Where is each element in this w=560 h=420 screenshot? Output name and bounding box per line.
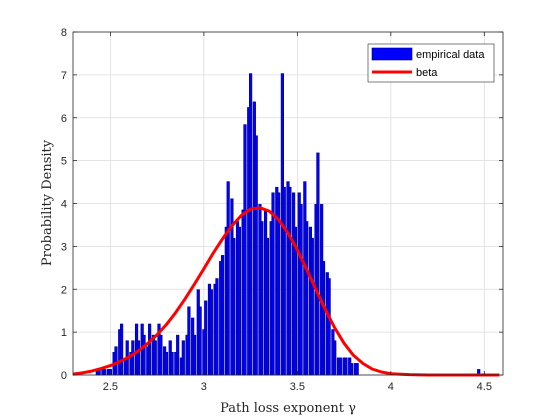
histogram-bar	[338, 357, 342, 376]
histogram-bar	[204, 300, 208, 376]
histogram-bar	[215, 278, 219, 376]
x-axis-label: Path loss exponent γ	[220, 401, 356, 416]
x-tick-label: 3	[201, 381, 207, 393]
x-tick-label: 4	[388, 381, 394, 393]
histogram-bar	[243, 124, 247, 376]
histogram-bar	[327, 278, 331, 376]
histogram-bar	[181, 340, 185, 376]
x-tick-label: 3.5	[290, 381, 305, 393]
beta-line	[72, 206, 500, 377]
beta-curve	[72, 206, 500, 377]
histogram-bar	[333, 340, 337, 376]
histogram-bar	[249, 73, 253, 376]
histogram-bar	[282, 186, 286, 376]
histogram-bar	[254, 135, 258, 376]
histogram-bar	[148, 323, 152, 376]
histogram-bar	[159, 334, 163, 376]
y-tick-label: 7	[61, 70, 67, 82]
histogram-bar	[198, 306, 202, 376]
y-axis-label: Probability Density	[40, 139, 55, 266]
histogram-bar	[170, 351, 174, 376]
y-tick-label: 8	[61, 27, 67, 39]
legend-label-empirical: empirical data	[416, 49, 485, 61]
histogram-bar	[220, 255, 225, 376]
histogram-bar	[187, 306, 191, 376]
histogram-bar	[103, 369, 107, 376]
histogram-bar	[288, 186, 292, 376]
histogram-bar	[164, 351, 169, 376]
histogram-bar	[153, 340, 157, 376]
histogram-bar	[349, 363, 354, 376]
histogram-bar	[344, 357, 348, 376]
histogram-bar	[142, 334, 146, 376]
y-tick-label: 6	[61, 113, 67, 125]
histogram-bar	[299, 204, 303, 376]
y-tick-label: 0	[61, 370, 67, 382]
histogram-bar	[209, 289, 213, 376]
y-tick-label: 4	[61, 199, 67, 211]
legend-swatch-empirical	[371, 47, 413, 61]
y-tick-label: 2	[61, 284, 67, 296]
histogram-bar	[305, 221, 309, 376]
histogram-bar	[232, 237, 236, 376]
histogram-bar	[310, 237, 314, 376]
y-tick-label: 3	[61, 241, 67, 253]
y-tick-label: 5	[61, 156, 67, 168]
histogram-bar	[176, 334, 180, 376]
histogram-bar	[192, 334, 197, 376]
histogram-bar	[271, 192, 275, 376]
histogram-bar	[120, 323, 124, 376]
histogram-bar	[226, 181, 230, 376]
histogram-bar	[136, 340, 141, 376]
legend: empirical data beta	[367, 43, 495, 83]
histogram-bar	[131, 340, 135, 376]
histogram-bar	[237, 226, 241, 376]
histogram-bar	[355, 363, 359, 376]
histogram-bar	[114, 346, 118, 376]
histogram-bar	[265, 237, 270, 376]
histogram-bar	[260, 221, 264, 376]
histogram-bar	[321, 261, 326, 376]
histogram-bar	[316, 152, 320, 376]
y-tick-label: 1	[61, 327, 67, 339]
x-tick-label: 2.5	[103, 381, 118, 393]
x-tick-label: 4.5	[477, 381, 492, 393]
tick-labels: 2.5 3 3.5 4 4.5 0 1 2 3 4 5 6 7 8	[61, 27, 492, 393]
legend-label-beta: beta	[416, 67, 438, 79]
ticks	[73, 31, 503, 376]
